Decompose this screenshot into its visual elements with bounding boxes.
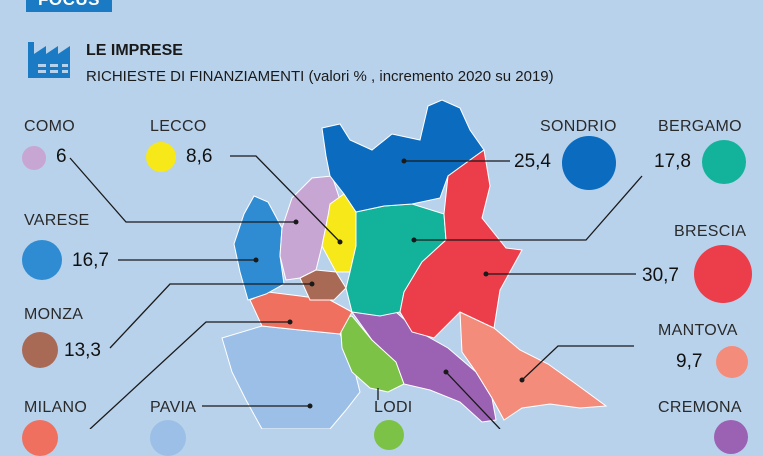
page-subtitle: RICHIESTE DI FINANZIAMENTI (valori % , i… bbox=[86, 68, 554, 85]
monza-label: MONZA bbox=[24, 306, 84, 323]
como-bubble bbox=[22, 146, 46, 170]
sondrio-value: 25,4 bbox=[514, 151, 551, 172]
varese-label: VARESE bbox=[24, 212, 90, 229]
pavia-bubble bbox=[150, 420, 186, 456]
page-title: LE IMPRESE bbox=[86, 42, 183, 59]
brescia-label: BRESCIA bbox=[674, 223, 747, 240]
bergamo-leader bbox=[414, 175, 643, 241]
sondrio-bubble bbox=[562, 136, 616, 190]
monza-leader bbox=[109, 283, 312, 349]
bergamo-value: 17,8 bbox=[654, 151, 691, 172]
monza-bubble bbox=[22, 332, 58, 368]
lodi-label: LODI bbox=[374, 399, 413, 416]
brescia-value: 30,7 bbox=[642, 265, 679, 286]
como-value: 6 bbox=[56, 146, 67, 167]
milano-leader bbox=[89, 321, 290, 429]
mantova-bubble bbox=[716, 346, 748, 378]
lecco-label: LECCO bbox=[150, 118, 207, 135]
milano-label: MILANO bbox=[24, 399, 88, 416]
milano-bubble bbox=[22, 420, 58, 456]
como-leader bbox=[69, 157, 296, 223]
brescia-region bbox=[399, 149, 523, 339]
brescia-bubble bbox=[694, 245, 752, 303]
cremona-bubble bbox=[714, 420, 748, 454]
monza-value: 13,3 bbox=[64, 340, 101, 361]
lombardy-map bbox=[69, 99, 643, 429]
mantova-region bbox=[459, 311, 608, 421]
mantova-label: MANTOVA bbox=[658, 322, 738, 339]
lecco-value: 8,6 bbox=[186, 146, 213, 167]
lecco-bubble bbox=[146, 142, 176, 172]
lodi-region bbox=[339, 315, 405, 393]
lodi-bubble bbox=[374, 420, 404, 450]
bergamo-label: BERGAMO bbox=[658, 118, 742, 135]
como-label: COMO bbox=[24, 118, 75, 135]
factory-icon bbox=[28, 42, 70, 78]
sondrio-label: SONDRIO bbox=[540, 118, 617, 135]
como-region bbox=[279, 175, 341, 281]
mantova-leader bbox=[521, 345, 634, 381]
cremona-leader bbox=[445, 371, 501, 429]
bergamo-bubble bbox=[702, 140, 746, 184]
lecco-leader bbox=[230, 155, 341, 243]
pavia-region bbox=[221, 325, 361, 429]
pavia-label: PAVIA bbox=[150, 399, 197, 416]
mantova-value: 9,7 bbox=[676, 351, 703, 372]
varese-bubble bbox=[22, 240, 62, 280]
varese-value: 16,7 bbox=[72, 250, 109, 271]
cremona-label: CREMONA bbox=[658, 399, 742, 416]
monza-region bbox=[299, 269, 347, 301]
focus-tag: FOCUS bbox=[26, 0, 112, 12]
